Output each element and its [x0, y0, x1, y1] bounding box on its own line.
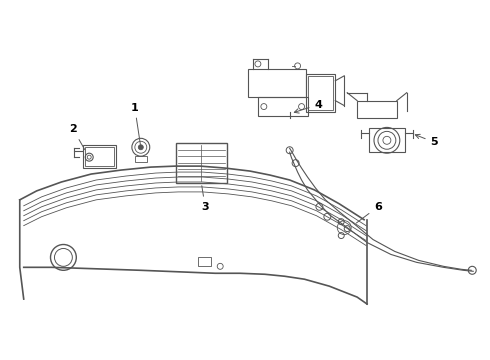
Text: 1: 1 — [131, 103, 141, 144]
Bar — [175, 143, 227, 183]
Bar — [83, 145, 116, 168]
Bar — [258, 96, 308, 117]
Bar — [357, 100, 397, 118]
Text: 3: 3 — [201, 186, 209, 212]
Text: 6: 6 — [356, 202, 382, 223]
Text: 4: 4 — [294, 100, 322, 113]
Bar — [369, 129, 405, 152]
Bar — [85, 147, 114, 166]
Text: 5: 5 — [416, 134, 438, 147]
Circle shape — [138, 145, 143, 150]
Bar — [135, 156, 147, 162]
Bar — [198, 257, 211, 266]
Bar — [248, 69, 306, 96]
Text: 2: 2 — [70, 124, 85, 150]
Bar — [308, 76, 333, 109]
Bar — [306, 74, 335, 112]
